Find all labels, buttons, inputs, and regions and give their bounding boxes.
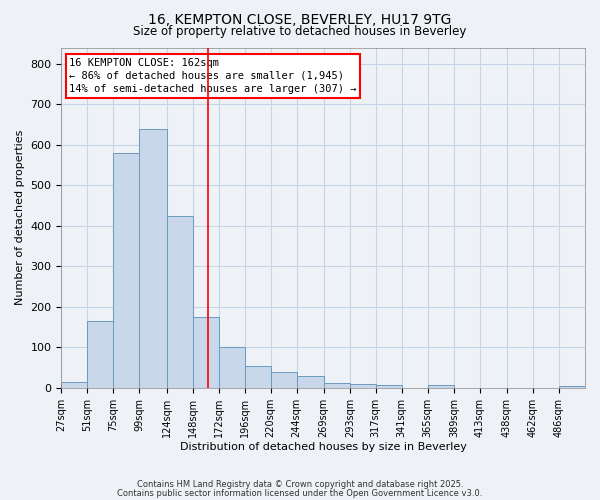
Y-axis label: Number of detached properties: Number of detached properties: [15, 130, 25, 306]
Text: Contains public sector information licensed under the Open Government Licence v3: Contains public sector information licen…: [118, 488, 482, 498]
Bar: [193, 317, 218, 388]
Bar: [559, 386, 585, 388]
Bar: [428, 384, 454, 388]
Text: Size of property relative to detached houses in Beverley: Size of property relative to detached ho…: [133, 25, 467, 38]
Bar: [113, 153, 139, 388]
Bar: [245, 366, 271, 388]
Bar: [350, 384, 376, 388]
Bar: [324, 383, 350, 388]
Bar: [271, 372, 296, 388]
X-axis label: Distribution of detached houses by size in Beverley: Distribution of detached houses by size …: [180, 442, 467, 452]
Bar: [296, 376, 324, 388]
Bar: [376, 384, 402, 388]
Text: 16, KEMPTON CLOSE, BEVERLEY, HU17 9TG: 16, KEMPTON CLOSE, BEVERLEY, HU17 9TG: [148, 12, 452, 26]
Bar: [218, 348, 245, 388]
Bar: [139, 128, 167, 388]
Bar: [88, 321, 113, 388]
Bar: [61, 382, 88, 388]
Text: Contains HM Land Registry data © Crown copyright and database right 2025.: Contains HM Land Registry data © Crown c…: [137, 480, 463, 489]
Text: 16 KEMPTON CLOSE: 162sqm
← 86% of detached houses are smaller (1,945)
14% of sem: 16 KEMPTON CLOSE: 162sqm ← 86% of detach…: [69, 58, 357, 94]
Bar: [167, 216, 193, 388]
